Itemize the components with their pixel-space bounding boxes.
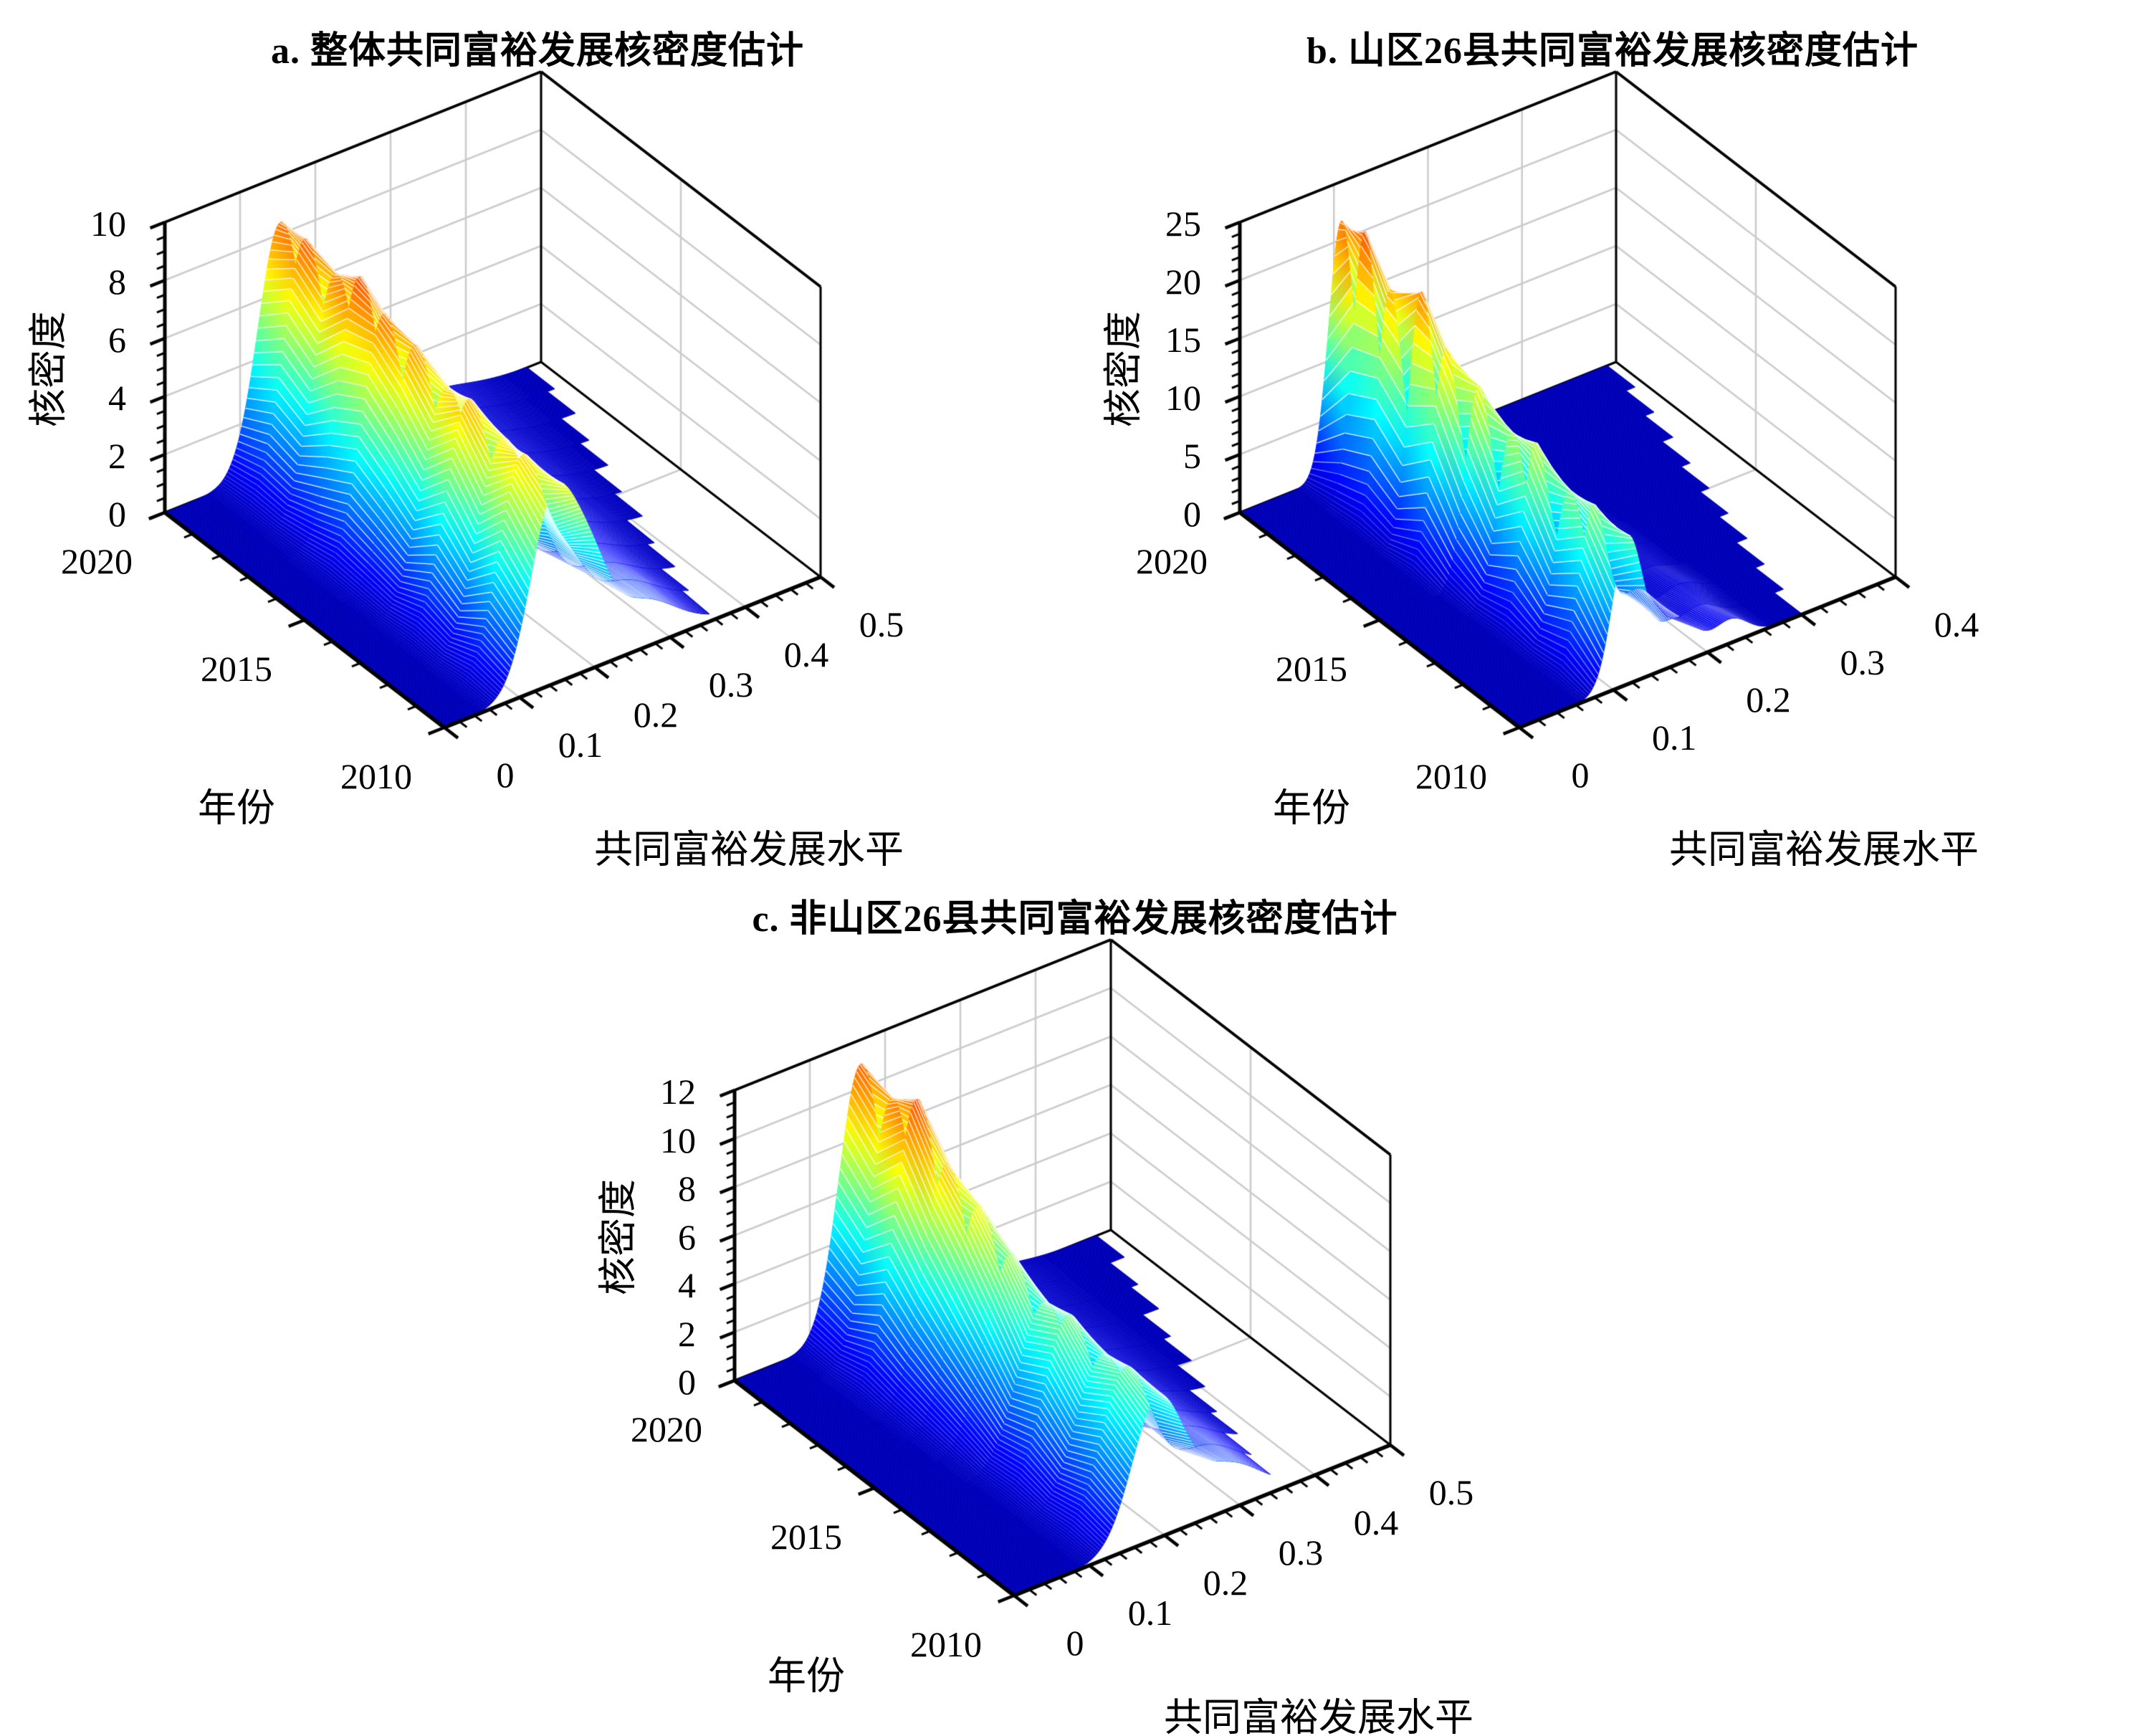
panel-b-title: b. 山区26县共同富裕发展核密度估计 (1306, 31, 1919, 72)
z-tick-label-5: 5 (1183, 436, 1201, 476)
x-tick-label-0.4: 0.4 (1353, 1502, 1399, 1542)
y-tick-label-2010: 2010 (910, 1624, 982, 1664)
x-tick-label-0.5: 0.5 (859, 604, 904, 644)
z-tick-label-12: 12 (660, 1072, 696, 1112)
z-tick-label-25: 25 (1165, 204, 1201, 244)
z-tick-label-10: 10 (1165, 378, 1201, 418)
x-tick-label-0.2: 0.2 (1203, 1563, 1248, 1603)
panel-b-y-axis-label: 年份 (1273, 786, 1350, 830)
y-tick-label-2010: 2010 (1415, 756, 1487, 796)
z-tick-label-0: 0 (108, 494, 126, 534)
z-tick-label-0: 0 (678, 1362, 696, 1402)
panel-c: c. 非山区26县共同富裕发展核密度估计 共同富裕发展水平 年份 核密度 0 0.… (538, 868, 1612, 1736)
panel-c-y-axis-label: 年份 (768, 1654, 845, 1698)
y-tick-label-2020: 2020 (1136, 541, 1208, 581)
x-tick-label-0.1: 0.1 (1127, 1593, 1173, 1633)
z-tick-label-8: 8 (108, 262, 126, 302)
x-tick-label-0.1: 0.1 (1652, 717, 1697, 758)
surface-plot-b (1075, 0, 2150, 868)
surface-plot-c (538, 868, 1612, 1736)
y-tick-label-2015: 2015 (1276, 649, 1347, 689)
panel-a-x-axis-label: 共同富裕发展水平 (594, 828, 904, 872)
y-tick-label-2010: 2010 (340, 756, 412, 796)
panel-c-title: c. 非山区26县共同富裕发展核密度估计 (752, 899, 1398, 940)
z-tick-label-10: 10 (660, 1120, 696, 1160)
z-tick-label-4: 4 (678, 1265, 696, 1305)
y-tick-label-2015: 2015 (770, 1517, 842, 1557)
z-tick-label-10: 10 (90, 204, 126, 244)
x-tick-label-0.4: 0.4 (1934, 604, 1979, 644)
panel-a-z-axis-label: 核密度 (27, 311, 70, 427)
z-tick-label-15: 15 (1165, 320, 1201, 360)
x-tick-label-0: 0 (496, 755, 515, 795)
panel-b: b. 山区26县共同富裕发展核密度估计 共同富裕发展水平 年份 核密度 0 0.1… (1075, 0, 2150, 872)
surface-plot-a (0, 0, 1075, 868)
z-tick-label-2: 2 (678, 1313, 696, 1354)
x-tick-label-0.4: 0.4 (783, 634, 829, 674)
panel-c-z-axis-label: 核密度 (596, 1179, 640, 1295)
x-tick-label-0.3: 0.3 (708, 664, 754, 705)
z-tick-label-6: 6 (108, 320, 126, 360)
x-tick-label-0: 0 (1066, 1623, 1084, 1663)
panel-c-x-axis-label: 共同富裕发展水平 (1164, 1696, 1473, 1736)
panel-b-x-axis-label: 共同富裕发展水平 (1669, 828, 1979, 872)
x-tick-label-0.3: 0.3 (1840, 642, 1886, 682)
z-tick-label-20: 20 (1165, 262, 1201, 302)
z-tick-label-8: 8 (678, 1168, 696, 1208)
x-tick-label-0.2: 0.2 (1746, 679, 1791, 720)
panel-a: a. 整体共同富裕发展核密度估计 共同富裕发展水平 年份 核密度 0 0.1 0.2… (0, 0, 1075, 872)
panel-a-y-axis-label: 年份 (198, 786, 275, 830)
x-tick-label-0: 0 (1571, 755, 1590, 795)
z-tick-label-0: 0 (1183, 494, 1201, 534)
panel-a-title: a. 整体共同富裕发展核密度估计 (270, 31, 804, 72)
panel-b-z-axis-label: 核密度 (1102, 311, 1145, 427)
x-tick-label-0.3: 0.3 (1278, 1532, 1324, 1573)
y-tick-label-2020: 2020 (631, 1409, 702, 1449)
x-tick-label-0.5: 0.5 (1428, 1472, 1474, 1512)
x-tick-label-0.1: 0.1 (558, 725, 603, 765)
y-tick-label-2020: 2020 (61, 541, 133, 581)
y-tick-label-2015: 2015 (201, 649, 272, 689)
z-tick-label-6: 6 (678, 1216, 696, 1257)
x-tick-label-0.2: 0.2 (633, 695, 679, 735)
z-tick-label-4: 4 (108, 378, 126, 418)
z-tick-label-2: 2 (108, 436, 126, 476)
